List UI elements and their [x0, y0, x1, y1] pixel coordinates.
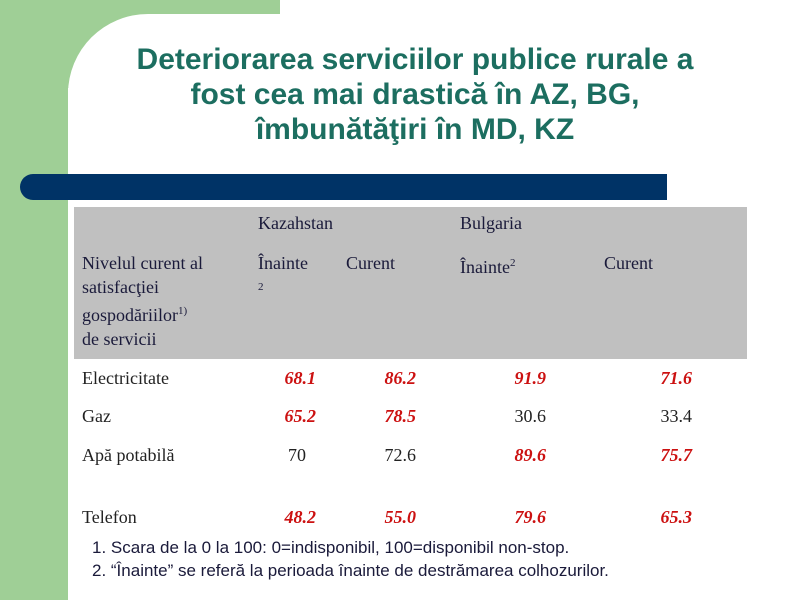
cell-apa-kz-current: 72.6 [384, 445, 417, 465]
title-line-3: îmbunătăţiri în MD, KZ [255, 113, 575, 146]
cell-telefon-bg-current: 65.3 [660, 507, 693, 527]
divider-bar [20, 174, 667, 200]
cell-gaz-bg-current: 33.4 [660, 406, 693, 426]
row-label-gaz: Gaz [82, 406, 111, 426]
header-country-bulgaria: Bulgaria [460, 213, 522, 233]
header-bg-before: Înainte2 [460, 257, 516, 277]
cell-apa-bg-before: 89.6 [514, 445, 547, 465]
green-side-strip [0, 0, 68, 600]
cell-apa-kz-before: 70 [288, 445, 306, 465]
header-bg-current: Curent [604, 253, 653, 273]
cell-apa-bg-current: 75.7 [660, 445, 693, 465]
cell-electricitate-kz-current: 86.2 [384, 368, 417, 388]
row-label-telefon: Telefon [82, 507, 137, 527]
row-header-label: Nivelul curent al satisfacţiei gospodări… [82, 253, 203, 349]
cell-electricitate-bg-current: 71.6 [660, 368, 693, 388]
cell-telefon-kz-before: 48.2 [284, 507, 317, 527]
cell-gaz-kz-current: 78.5 [384, 406, 417, 426]
title-line-1: Deteriorarea serviciilor publice rurale … [136, 43, 694, 76]
cell-electricitate-bg-before: 91.9 [514, 368, 547, 388]
cell-electricitate-kz-before: 68.1 [284, 368, 317, 388]
row-label-electricitate: Electricitate [82, 368, 169, 388]
title-line-2: fost cea mai drastică în AZ, BG, [190, 78, 640, 111]
cell-gaz-kz-before: 65.2 [284, 406, 317, 426]
footnote-1: 1. Scara de la 0 la 100: 0=indisponibil,… [92, 538, 570, 557]
header-country-kazahstan: Kazahstan [258, 213, 333, 233]
cell-gaz-bg-before: 30.6 [514, 406, 547, 426]
footnote-2: 2. “Înainte” se referă la perioada înain… [92, 561, 609, 580]
slide-title: Deteriorarea serviciilor publice rurale … [70, 42, 760, 147]
footnotes: 1. Scara de la 0 la 100: 0=indisponibil,… [92, 536, 609, 582]
white-curve-corner [68, 14, 308, 164]
header-kz-current: Curent [346, 253, 395, 273]
header-kz-before: Înainte 2 [258, 253, 308, 293]
table-header-background [74, 207, 747, 359]
row-label-apa-potabila: Apă potabilă [82, 445, 175, 465]
cell-telefon-bg-before: 79.6 [514, 507, 547, 527]
cell-telefon-kz-current: 55.0 [384, 507, 417, 527]
